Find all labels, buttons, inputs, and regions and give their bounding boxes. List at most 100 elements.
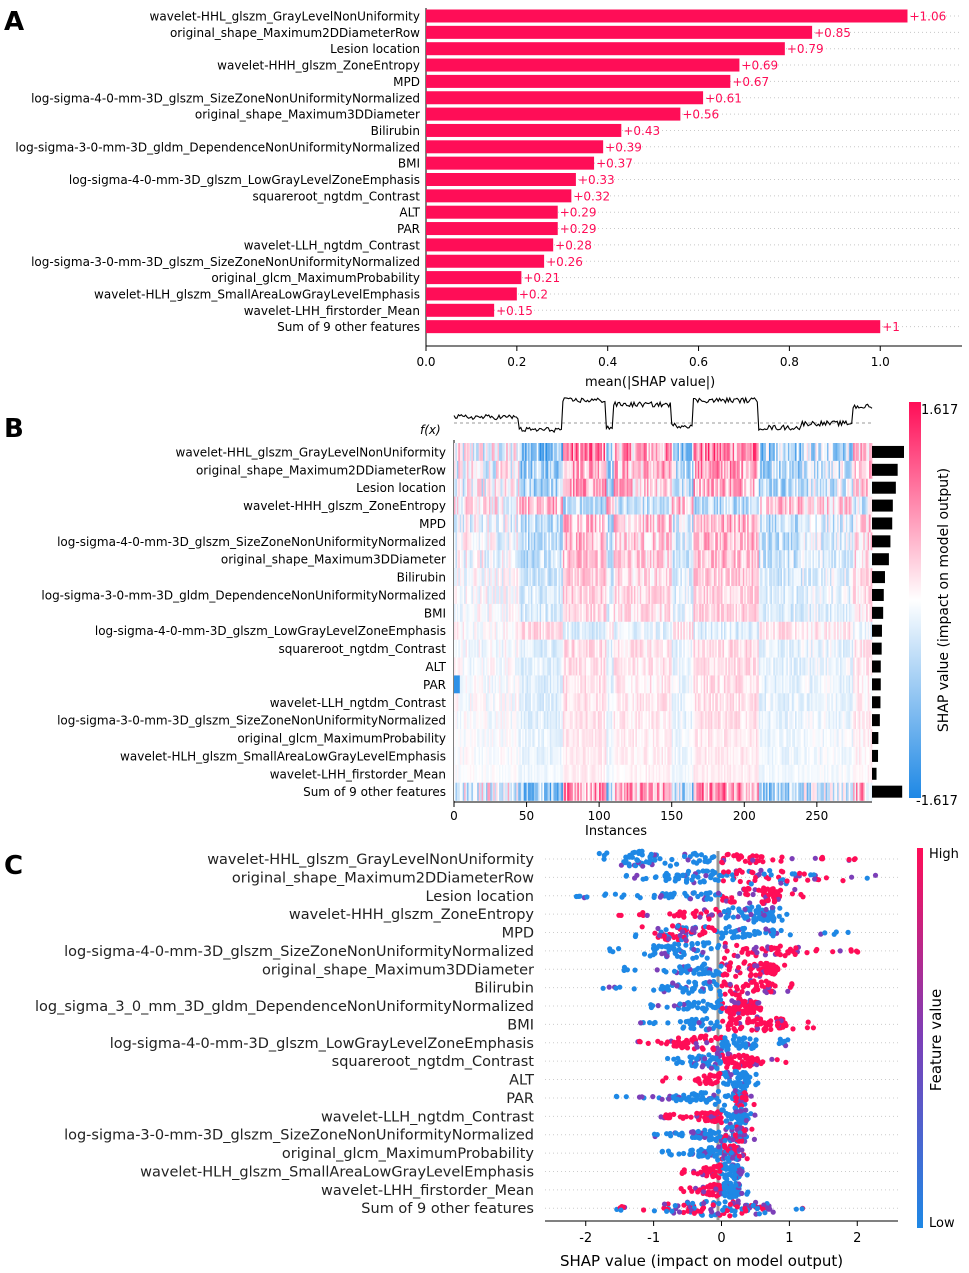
- panel-b-heatmap-cell: [805, 675, 808, 694]
- panel-b-heatmap-cell: [797, 693, 800, 712]
- panel-b-heatmap-cell: [649, 443, 652, 462]
- panel-b-heatmap-cell: [710, 550, 713, 569]
- panel-b-heatmap-cell: [664, 621, 667, 640]
- panel-b-heatmap-cell: [602, 514, 604, 533]
- panel-b-heatmap-cell: [506, 460, 509, 479]
- panel-b-heatmap-cell: [782, 568, 784, 587]
- panel-b-heatmap-cell: [680, 568, 683, 587]
- panel-b-heatmap-cell: [766, 496, 768, 515]
- panel-b-heatmap-cell: [644, 693, 646, 712]
- panel-b-heatmap-cell: [641, 478, 644, 497]
- panel-b-heatmap-cell: [797, 675, 800, 694]
- panel-b-heatmap-cell: [483, 711, 485, 730]
- panel-b-heatmap-cell: [841, 657, 844, 676]
- panel-b-heatmap-cell: [594, 586, 597, 605]
- panel-b-heatmap-cell: [661, 603, 664, 622]
- panel-b-heatmap-cell: [615, 586, 617, 605]
- panel-b-heatmap-cell: [648, 514, 651, 533]
- panel-b-heatmap-cell: [825, 443, 828, 462]
- panel-b-heatmap-cell: [739, 621, 742, 640]
- panel-b-heatmap-cell: [709, 729, 712, 748]
- panel-b-heatmap-cell: [512, 693, 514, 712]
- panel-b-heatmap-cell: [638, 729, 641, 748]
- panel-b-heatmap-cell: [676, 711, 678, 730]
- panel-b-heatmap-cell: [597, 586, 600, 605]
- panel-b-heatmap-cell: [856, 514, 858, 533]
- panel-b-heatmap-cell: [475, 621, 478, 640]
- panel-b-heatmap-cell: [808, 711, 810, 730]
- panel-b-heatmap-cell: [562, 639, 565, 658]
- panel-b-heatmap-cell: [712, 603, 715, 622]
- panel-b-heatmap-cell: [800, 550, 803, 569]
- panel-b-heatmap-cell: [742, 532, 745, 551]
- panel-b-heatmap-cell: [870, 478, 873, 497]
- panel-b-heatmap-cell: [522, 675, 525, 694]
- panel-b-heatmap-cell: [790, 729, 793, 748]
- panel-b-heatmap-cell: [584, 496, 587, 515]
- panel-b-heatmap-cell: [834, 532, 837, 551]
- panel-b-heatmap-cell: [484, 568, 487, 587]
- panel-b-heatmap-cell: [773, 675, 776, 694]
- panel-b-heatmap-cell: [459, 532, 462, 551]
- panel-b-heatmap-cell: [471, 711, 474, 730]
- panel-b-heatmap-cell: [723, 460, 726, 479]
- panel-b-heatmap-cell: [856, 711, 858, 730]
- panel-b-heatmap-cell: [668, 639, 671, 658]
- panel-b-heatmap-cell: [790, 586, 793, 605]
- panel-b-heatmap-cell: [853, 639, 855, 658]
- panel-b-heatmap-cell: [748, 639, 751, 658]
- panel-b-heatmap-cell: [821, 621, 824, 640]
- panel-b-heatmap-cell: [467, 568, 469, 587]
- panel-b-heatmap-cell: [671, 496, 674, 515]
- panel-b-heatmap-cell: [697, 586, 700, 605]
- panel-b-heatmap-cell: [613, 675, 616, 694]
- panel-b-heatmap-cell: [755, 443, 758, 462]
- panel-b-heatmap-cell: [718, 729, 720, 748]
- panel-b-heatmap-cell: [827, 550, 829, 569]
- panel-b-heatmap-cell: [668, 711, 671, 730]
- panel-b-heatmap-cell: [478, 621, 481, 640]
- panel-b-heatmap-cell: [734, 639, 736, 658]
- panel-b-heatmap-cell: [536, 729, 539, 748]
- panel-b-heatmap-cell: [856, 729, 858, 748]
- panel-b-heatmap-cell: [742, 657, 745, 676]
- panel-b-heatmap-cell: [467, 532, 469, 551]
- panel-b-heatmap-cell: [538, 693, 541, 712]
- panel-b-heatmap-cell: [533, 478, 536, 497]
- panel-b-heatmap-cell: [707, 675, 710, 694]
- panel-b-heatmap-cell: [525, 586, 527, 605]
- panel-b-heatmap-cell: [777, 586, 780, 605]
- panel-b-heatmap-cell: [562, 460, 565, 479]
- panel-b-heatmap-cell: [577, 711, 580, 730]
- panel-b-heatmap-cell: [721, 639, 723, 658]
- panel-b-heatmap-cell: [539, 729, 542, 748]
- panel-b-heatmap-cell: [641, 550, 644, 569]
- panel-b-heatmap-cell: [674, 586, 677, 605]
- panel-b-heatmap-cell: [469, 693, 472, 712]
- panel-b-heatmap-cell: [742, 478, 745, 497]
- panel-b-heatmap-cell: [811, 568, 813, 587]
- panel-b-heatmap-cell: [806, 711, 809, 730]
- panel-b-heatmap-cell: [626, 460, 629, 479]
- panel-b-heatmap-cell: [777, 443, 780, 462]
- panel-b-heatmap-cell: [577, 550, 580, 569]
- panel-b-heatmap-cell: [800, 586, 803, 605]
- panel-b-heatmap-cell: [498, 496, 501, 515]
- panel-b-heatmap-cell: [620, 657, 623, 676]
- panel-b-heatmap-cell: [471, 532, 474, 551]
- panel-b-heatmap-cell: [543, 621, 546, 640]
- panel-b-heatmap-cell: [703, 586, 706, 605]
- panel-b-heatmap-cell: [613, 443, 616, 462]
- panel-b-heatmap-cell: [709, 639, 712, 658]
- panel-b-heatmap-cell: [541, 711, 543, 730]
- panel-b-heatmap-cell: [719, 550, 722, 569]
- panel-b-heatmap-cell: [742, 514, 745, 533]
- panel-b-heatmap-cell: [574, 675, 577, 694]
- panel-b-heatmap-cell: [818, 693, 821, 712]
- panel-b-heatmap-cell: [764, 729, 767, 748]
- panel-b-heatmap-cell: [803, 639, 806, 658]
- panel-b-heatmap-cell: [747, 729, 750, 748]
- panel-b-heatmap-cell: [564, 586, 567, 605]
- panel-b-heatmap-cell: [660, 568, 662, 587]
- panel-b-heatmap-cell: [706, 621, 709, 640]
